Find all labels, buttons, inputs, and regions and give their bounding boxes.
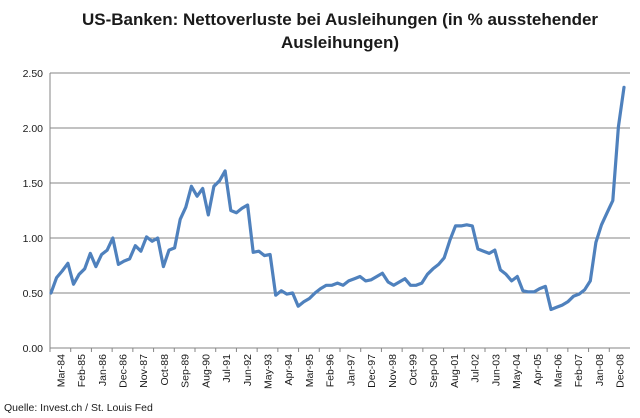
x-tick-label: Aug-01 (449, 354, 461, 388)
series-layer (49, 85, 626, 312)
y-tick-label: 0.50 (23, 288, 44, 300)
chart-title: US-Banken: Nettoverluste bei Ausleihunge… (81, 10, 599, 52)
x-tick-label: Oct-88 (159, 354, 171, 386)
x-tick-label: Jun-03 (490, 354, 502, 386)
x-tick-label: Mar-95 (304, 354, 316, 387)
series-line (49, 85, 626, 312)
x-tick-label: Mar-06 (553, 354, 565, 387)
y-tick-label: 1.00 (23, 233, 44, 245)
x-tick-label: Dec-08 (615, 354, 627, 388)
x-tick-label: Sep-00 (428, 354, 440, 388)
x-tick-label: Jul-02 (470, 354, 482, 383)
x-tick-label: Aug-90 (200, 354, 212, 388)
x-tick-label: Feb-85 (76, 354, 88, 387)
x-tick-label: May-04 (511, 354, 523, 389)
y-axis: 0.00 0.50 1.00 1.50 2.00 2.50 (23, 68, 51, 355)
x-tick-label: Jan-97 (345, 354, 357, 386)
x-tick-label: Oct-99 (408, 354, 420, 386)
x-tick-label: Dec-97 (366, 354, 378, 388)
x-tick-label: Feb-96 (325, 354, 337, 387)
x-tick-label: Jul-91 (221, 354, 233, 383)
x-tick-label: Nov-98 (387, 354, 399, 388)
x-tick-label: Apr-94 (283, 354, 295, 386)
plot-area (50, 73, 630, 348)
y-tick-label: 0.00 (23, 343, 44, 355)
x-tick-label: Apr-05 (532, 354, 544, 386)
x-tick-label: Mar-84 (55, 354, 67, 387)
x-tick-label: Nov-87 (138, 354, 150, 388)
x-tick-label: Jun-92 (242, 354, 254, 386)
x-tick-label: Sep-89 (180, 354, 192, 388)
x-tick-label: May-93 (263, 354, 275, 389)
x-tick-label: Jan-86 (97, 354, 109, 386)
x-axis: Mar-84 Feb-85 Jan-86 Dec-86 Nov-87 Oct-88 Sep-… (49, 347, 630, 389)
x-tick-label: Dec-86 (118, 354, 130, 388)
y-tick-label: 2.50 (23, 68, 44, 80)
y-tick-label: 2.00 (23, 123, 44, 135)
y-tick-label: 1.50 (23, 178, 44, 190)
source-note: Quelle: Invest.ch / St. Louis Fed (4, 402, 153, 414)
x-tick-label: Jan-08 (594, 354, 606, 386)
x-tick-label: Feb-07 (573, 354, 585, 387)
